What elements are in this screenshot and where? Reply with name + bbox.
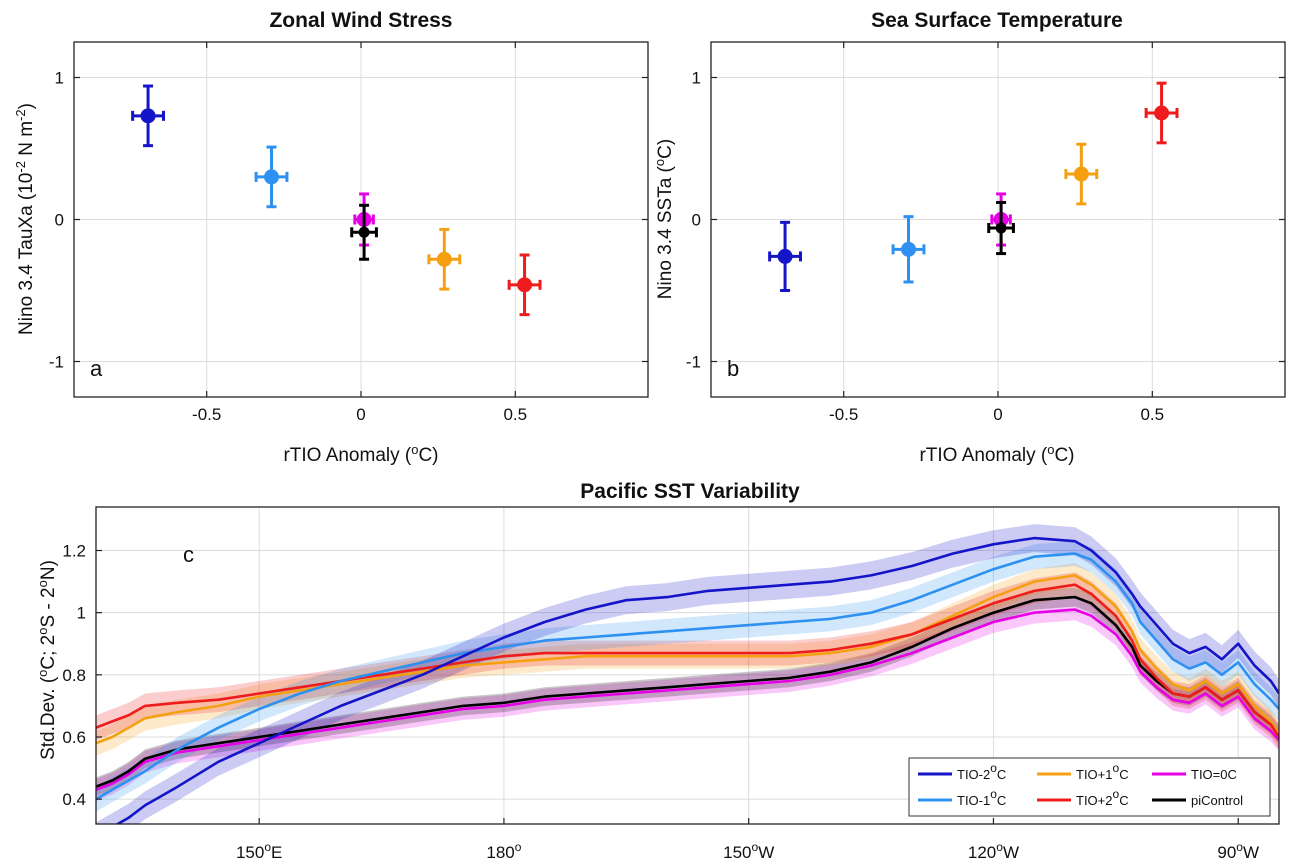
panel-a-point-piControl [350,203,378,261]
panel-b-point-TIO1C-marker [901,241,917,257]
panel-c-label: c [183,542,194,567]
panel-b-gridlines [711,42,1285,397]
panel-c-pacific-sst-variability: Pacific SST Variability 150oE 180o 150oW 12… [35,480,1280,862]
panel-a-tick-labels: -0.5 0 0.5 -1 0 1 [49,42,648,424]
panel-c-line-TIO1C [96,552,1279,801]
panel-b-y-tick-label: 0 [692,211,701,230]
panel-b-point-piControl [987,200,1015,256]
panel-a-point-TIO1C-marker [264,169,280,185]
panel-b-x-axis-label: rTIO Anomaly (oC) [919,442,1074,466]
panel-a-point-TIO1C [254,145,289,209]
panel-a-y-tick-label: 0 [55,211,64,230]
panel-b-point-TIO1C [1064,142,1099,206]
panel-c-line-TIO2C [115,536,1279,824]
legend-label-TIO2C: TIO-2oC [957,761,1006,782]
panel-c-line-TIO0C [96,608,1279,792]
legend-label-TIO2C: TIO+2oC [1076,787,1129,808]
panel-b-x-tick-label: -0.5 [829,405,858,424]
panel-c-x-tick-label: 150oW [723,840,774,862]
panel-b-title: Sea Surface Temperature [871,9,1123,32]
panel-c-title: Pacific SST Variability [580,480,800,503]
panel-a-label: a [90,356,103,381]
panel-b-y-tick-label: -1 [686,353,701,372]
panel-c-tick-labels: 150oE 180o 150oW 120oW 90oW 0.4 0.6 0.8 1 1.2 [62,542,1259,862]
panel-c-band-piControl [96,587,1279,796]
panel-b-point-TIO2C [1144,81,1179,145]
legend-label-TIO1C: TIO-1oC [957,787,1006,808]
panel-a-zonal-wind-stress: Zonal Wind Stress -0.5 0 0.5 -1 0 1 a rTIO An… [13,9,649,466]
panel-a-point-TIO2C-marker [140,108,156,124]
panel-c-y-tick-label: 1 [77,604,86,623]
panel-a-point-TIO2C-marker [517,277,533,293]
panel-c-band-TIO1C [96,541,1279,812]
panel-a-x-tick-label: 0.5 [503,405,527,424]
panel-c-y-axis-label: Std.Dev. (oC; 2oS - 2oN) [35,560,59,760]
panel-a-x-tick-label: -0.5 [192,405,221,424]
legend-label-piControl: piControl [1191,793,1243,808]
panel-a-point-TIO1C [427,227,462,291]
panel-a-x-axis-label: rTIO Anomaly (oC) [283,442,438,466]
legend-label-TIO1C: TIO+1oC [1076,761,1129,782]
panel-c-legend: TIO-2oC TIO+1oC TIO=0C TIO-1oC TIO+2oC piCont… [908,757,1271,817]
panel-c-y-tick-label: 0.4 [62,790,86,809]
panel-a-x-tick-label: 0 [356,405,365,424]
panel-b-point-TIO2C-marker [1154,105,1170,121]
panel-b-data-points [768,81,1179,292]
panel-b-sea-surface-temperature: Sea Surface Temperature -0.5 0 0.5 -1 0 1 b r… [652,9,1286,466]
panel-a-data-points [131,84,542,317]
panel-a-point-TIO2C [131,84,165,148]
panel-c-x-tick-label: 150oE [236,840,282,862]
panel-c-band-TIO1C [96,562,1279,756]
panel-a-point-TIO1C-marker [436,251,452,267]
panel-b-tick-labels: -0.5 0 0.5 -1 0 1 [686,42,1285,424]
legend-label-TIO0C: TIO=0C [1191,767,1237,782]
panel-c-y-tick-label: 0.6 [62,728,86,747]
panel-b-y-axis-label: Nino 3.4 SSTa (oC) [652,139,676,299]
panel-c-line-TIO1C [96,574,1279,745]
panel-b-x-tick-label: 0.5 [1140,405,1164,424]
panel-c-line-TIO2C [96,583,1279,738]
panel-b-point-TIO2C-marker [777,248,793,264]
legend-box [908,757,1271,817]
panel-c-y-tick-label: 1.2 [62,542,86,561]
panel-b-label: b [727,356,739,381]
panel-a-point-piControl-marker [358,226,370,238]
panel-b-y-tick-label: 1 [692,69,701,88]
panel-b-point-TIO1C-marker [1073,166,1089,182]
panel-b-point-TIO2C [768,220,802,292]
panel-b-point-piControl-marker [995,222,1007,234]
panel-a-y-tick-label: 1 [55,69,64,88]
panel-b-point-TIO1C [891,215,926,284]
panel-c-frame [95,506,1280,825]
panel-a-y-axis-label: Nino 3.4 TauXa (10-2 N m-2) [13,103,37,335]
panel-c-series-lines [96,536,1279,824]
panel-b-x-tick-label: 0 [993,405,1002,424]
panel-a-y-tick-label: -1 [49,353,64,372]
panel-c-x-tick-label: 90oW [1217,840,1259,862]
panel-c-y-tick-label: 0.8 [62,666,86,685]
panel-a-point-TIO2C [507,253,542,317]
panel-c-band-TIO2C [96,524,1279,824]
panel-c-x-tick-label: 120oW [968,840,1019,862]
panel-a-title: Zonal Wind Stress [269,9,452,32]
panel-c-x-tick-label: 180o [486,840,521,862]
